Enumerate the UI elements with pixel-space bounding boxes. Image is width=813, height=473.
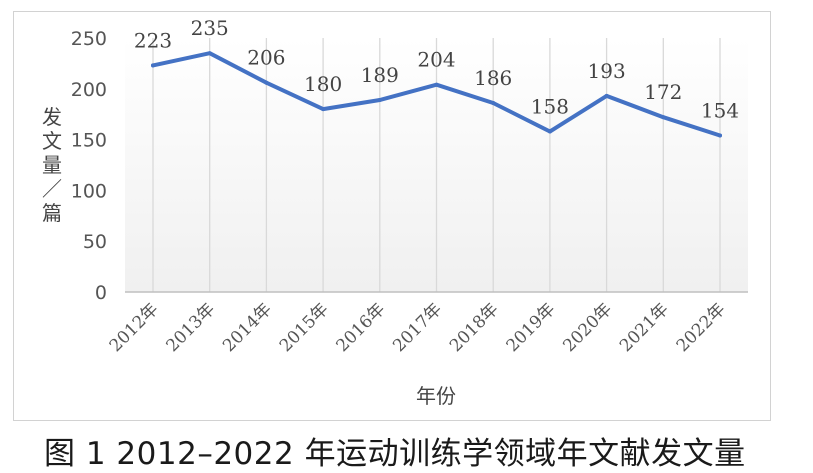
x-tick-label-10: 2021年: [616, 299, 673, 356]
y-axis-title-char-1: 发: [42, 105, 62, 129]
data-point-9: [604, 93, 609, 98]
x-tick-label-4: 2015年: [276, 299, 333, 356]
y-axis-title-char-3: 量: [42, 153, 62, 177]
data-label-5: 189: [361, 63, 399, 87]
y-axis-title-char-5: 篇: [42, 201, 62, 225]
data-label-4: 180: [304, 72, 342, 96]
y-tick-label-100: 100: [71, 180, 107, 202]
figure-caption: 图 1 2012–2022 年运动训练学领域年文献发文量: [44, 436, 746, 472]
y-tick-label-200: 200: [71, 79, 107, 101]
data-label-11: 154: [701, 99, 739, 123]
x-tick-label-1: 2012年: [106, 299, 163, 356]
x-tick-label-8: 2019年: [503, 299, 560, 356]
y-axis-title: 发文量／篇: [42, 105, 62, 225]
x-axis-ticks: 2012年 2013年 2014年 2015年 2016年 2017年 2018年 2019年…: [106, 299, 730, 356]
data-label-2: 235: [191, 16, 229, 40]
y-axis-title-char-2: 文: [42, 129, 62, 153]
data-point-8: [547, 129, 552, 134]
data-label-3: 206: [247, 46, 285, 70]
x-tick-label-11: 2022年: [673, 299, 730, 356]
y-tick-label-250: 250: [71, 28, 107, 50]
data-point-10: [661, 115, 666, 120]
y-tick-label-50: 50: [83, 231, 107, 253]
y-axis-title-char-4: ／: [42, 177, 62, 201]
y-tick-label-0: 0: [95, 282, 107, 304]
x-tick-label-5: 2016年: [333, 299, 390, 356]
data-label-1: 223: [134, 28, 172, 52]
x-tick-label-6: 2017年: [389, 299, 446, 356]
x-tick-label-7: 2018年: [446, 299, 503, 356]
data-label-10: 172: [644, 80, 682, 104]
data-point-2: [207, 51, 212, 56]
x-tick-label-3: 2014年: [219, 299, 276, 356]
data-point-1: [151, 63, 155, 68]
grid-lines: [152, 38, 721, 292]
data-label-8: 158: [531, 94, 569, 118]
line-chart: 0 50 100 150 200 250 2012年 2013年 2014年 2015年 2016…: [42, 16, 748, 408]
data-point-11: [718, 133, 722, 138]
x-tick-label-2: 2013年: [162, 299, 219, 356]
data-point-3: [264, 80, 269, 85]
series-layer: [151, 51, 722, 138]
data-label-6: 204: [417, 48, 455, 72]
data-label-7: 186: [474, 66, 512, 90]
y-axis-ticks: 0 50 100 150 200 250: [71, 28, 107, 304]
x-tick-label-9: 2020年: [559, 299, 616, 356]
data-point-5: [377, 97, 382, 102]
data-point-4: [321, 107, 326, 112]
y-tick-label-150: 150: [71, 130, 107, 152]
data-point-7: [491, 101, 496, 106]
data-labels: 223 235 206 180 189 204 186 158 193 172 154: [134, 16, 739, 122]
x-axis-title: 年份: [416, 384, 456, 408]
data-point-6: [434, 82, 439, 87]
data-label-9: 193: [588, 59, 626, 83]
